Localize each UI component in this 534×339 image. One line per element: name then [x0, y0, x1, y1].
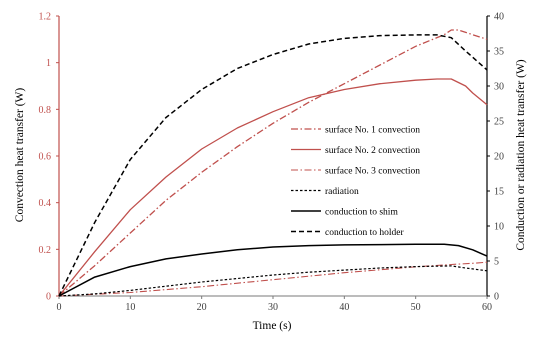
y-left-tick-label: 1 [46, 58, 51, 69]
legend-label-2: surface No. 2 convection [325, 145, 420, 156]
legend-label-6: conduction to holder [325, 228, 404, 238]
legend-label-1: surface No. 1 convection [325, 125, 420, 136]
y-right-tick-label: 5 [494, 257, 499, 268]
tick-labels: 0 10 20 30 40 50 6000.20.40.60.811.20510152025… [39, 12, 505, 314]
x-tick-label: 40 [339, 302, 349, 313]
x-tick-label: 60 [482, 302, 492, 313]
y-right-tick-label: 35 [494, 47, 504, 58]
legend-label-3: surface No. 3 convection [325, 166, 420, 177]
y-left-tick-label: 1.2 [39, 12, 52, 23]
legend-label-5: conduction to shim [325, 208, 398, 218]
series-line-2 [58, 78, 488, 297]
series-line-4 [58, 265, 488, 297]
y-right-tick-label: 20 [494, 152, 504, 163]
x-axis-label: Time (s) [253, 320, 292, 332]
y-right-tick-label: 15 [494, 187, 504, 198]
series-line-5 [58, 243, 488, 297]
axes [56, 15, 490, 299]
x-tick-label: 50 [411, 302, 421, 313]
x-tick-label: 10 [125, 302, 135, 313]
legend: surface No. 1 convection surface No. 2 co… [291, 125, 420, 238]
y-right-tick-label: 25 [494, 117, 504, 128]
series-lines [58, 29, 488, 297]
x-tick-label: 20 [197, 302, 207, 313]
y-right-tick-label: 10 [494, 222, 504, 233]
y-right-tick-label: 30 [494, 82, 504, 93]
y-right-tick-label: 0 [494, 292, 499, 303]
y-left-tick-label: 0.6 [39, 152, 52, 163]
series-line-1 [58, 29, 488, 297]
legend-label-4: radiation [325, 187, 359, 197]
y-left-tick-label: 0.8 [39, 105, 52, 116]
y-right-tick-label: 40 [494, 12, 504, 23]
x-tick-label: 0 [57, 302, 62, 313]
y-left-tick-label: 0.2 [39, 245, 52, 256]
x-tick-label: 30 [268, 302, 278, 313]
y-left-tick-label: 0.4 [39, 198, 52, 209]
y-axis-right-label: Conduction or radiation heat transfer (W… [515, 59, 527, 250]
series-line-6 [58, 34, 488, 297]
y-axis-left-label: Convection heat transfer (W) [14, 88, 26, 223]
series-line-3 [58, 261, 488, 297]
y-left-tick-label: 0 [46, 292, 51, 303]
